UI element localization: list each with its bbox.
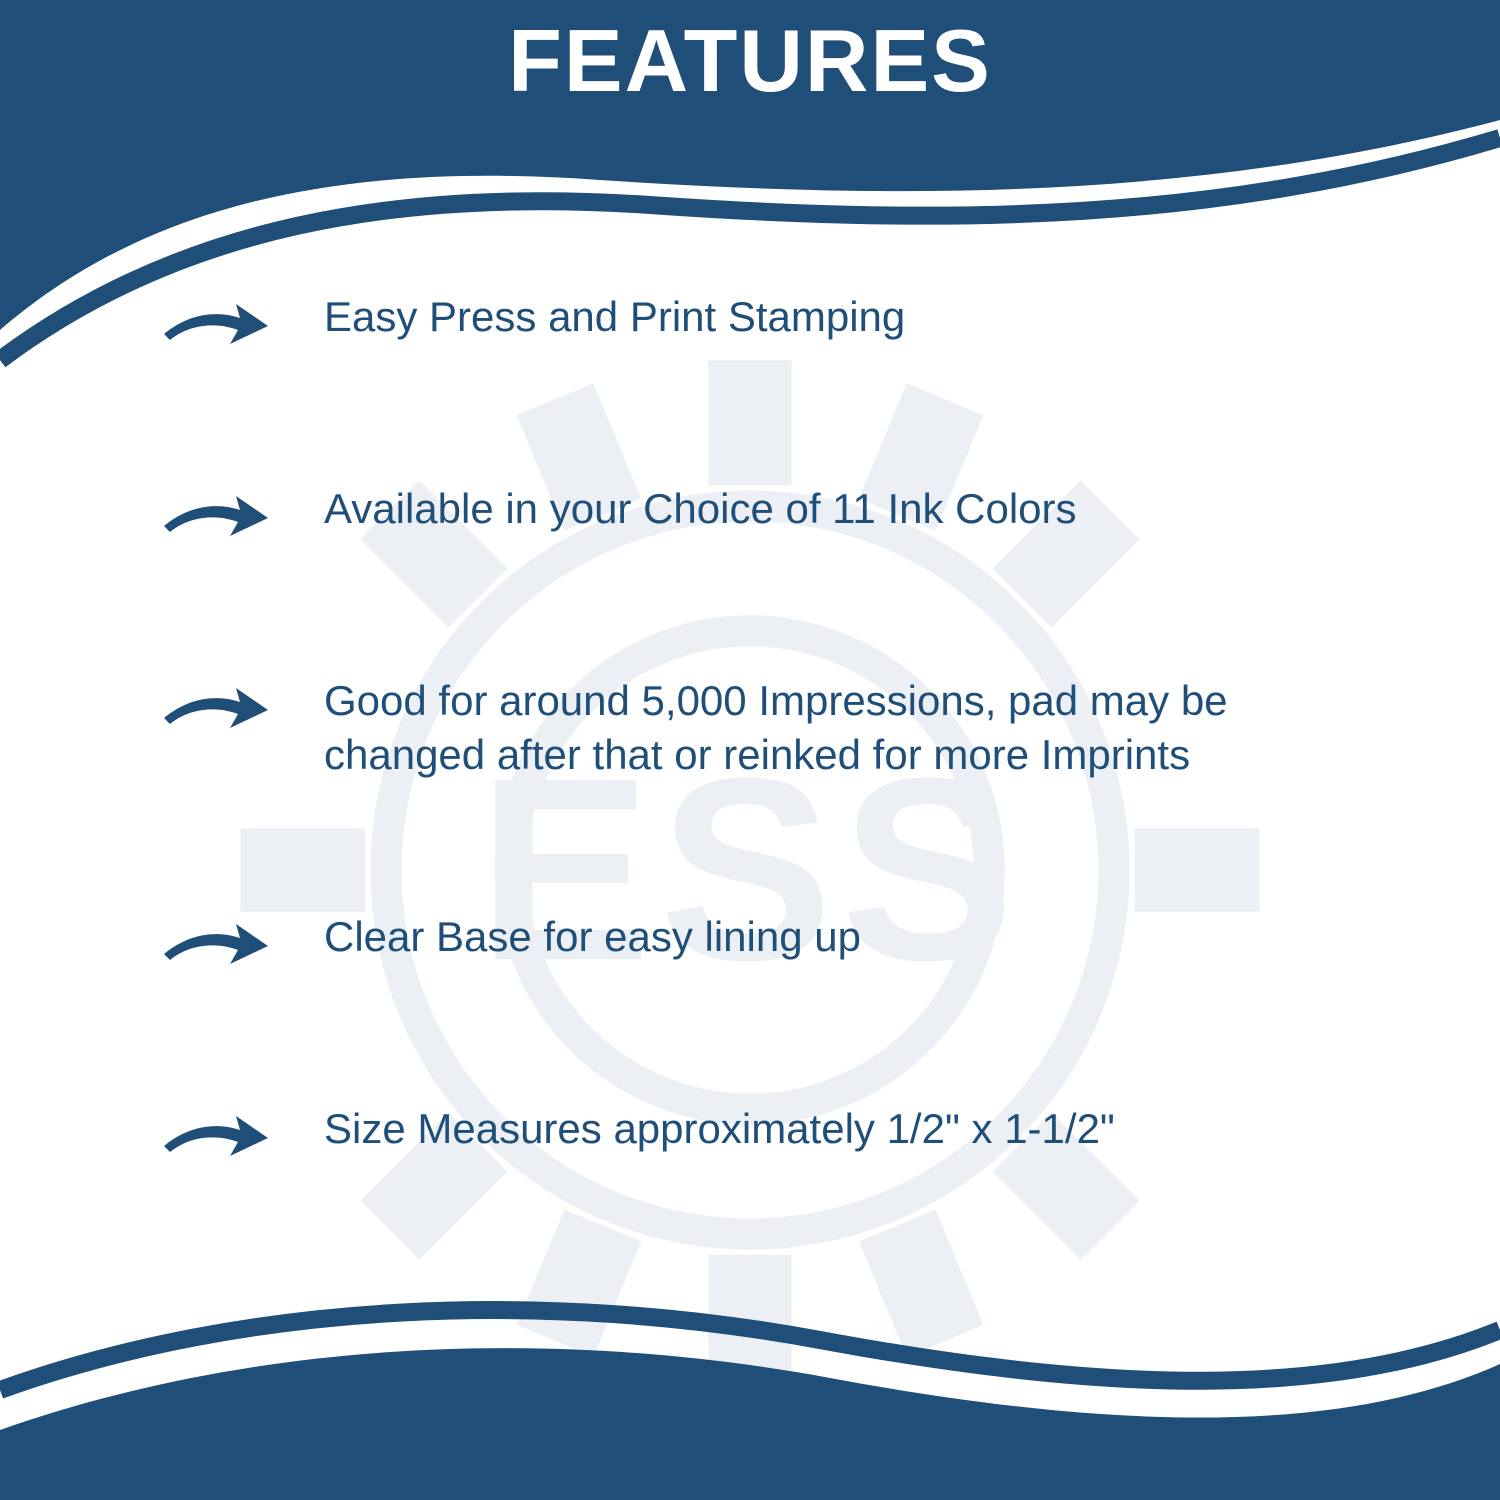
bottom-banner-wave xyxy=(0,1260,1500,1500)
infographic-canvas: ESS FEATURES Easy Press and Print Stampi… xyxy=(0,0,1500,1500)
feature-item: Available in your Choice of 11 Ink Color… xyxy=(160,482,1380,546)
arrow-icon xyxy=(160,1106,270,1166)
feature-item: Clear Base for easy lining up xyxy=(160,910,1380,974)
arrow-icon xyxy=(160,486,270,546)
page-title: FEATURES xyxy=(0,10,1500,112)
feature-item: Good for around 5,000 Impressions, pad m… xyxy=(160,674,1380,782)
feature-text: Available in your Choice of 11 Ink Color… xyxy=(324,482,1077,536)
feature-text: Easy Press and Print Stamping xyxy=(324,290,905,344)
arrow-icon xyxy=(160,294,270,354)
feature-list: Easy Press and Print Stamping Available i… xyxy=(160,290,1380,1166)
feature-text: Good for around 5,000 Impressions, pad m… xyxy=(324,674,1380,782)
feature-item: Size Measures approximately 1/2" x 1-1/2… xyxy=(160,1102,1380,1166)
feature-text: Clear Base for easy lining up xyxy=(324,910,861,964)
feature-item: Easy Press and Print Stamping xyxy=(160,290,1380,354)
feature-text: Size Measures approximately 1/2" x 1-1/2… xyxy=(324,1102,1115,1156)
arrow-icon xyxy=(160,678,270,738)
arrow-icon xyxy=(160,914,270,974)
